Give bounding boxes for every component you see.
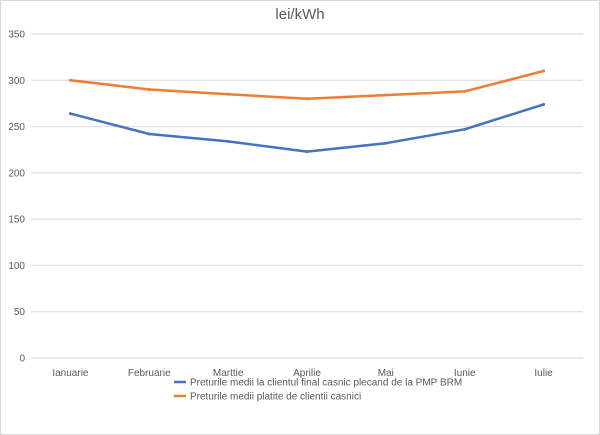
series-line-1 <box>69 103 545 153</box>
x-tick-label: Februarie <box>128 368 171 379</box>
data-point <box>542 102 546 106</box>
legend: Preturile medii la clientul final casnic… <box>174 378 462 403</box>
y-tick-label: 50 <box>14 307 26 318</box>
chart-title: lei/kWh <box>275 6 324 23</box>
y-tick-label: 350 <box>8 30 25 41</box>
x-tick-label: Aprilie <box>293 368 321 379</box>
data-point <box>226 139 230 143</box>
x-tick-label: Ianuarie <box>52 368 89 379</box>
y-tick-label: 300 <box>8 76 25 87</box>
legend-label-1: Preturile medii la clientul final casnic… <box>190 378 462 389</box>
y-tick-label: 0 <box>19 354 25 365</box>
y-axis-ticks: 0 50 100 150 200 250 300 350 <box>8 30 25 365</box>
y-tick-label: 100 <box>8 261 25 272</box>
y-tick-label: 200 <box>8 168 25 179</box>
x-tick-label: Iunie <box>454 368 476 379</box>
data-point <box>305 97 309 101</box>
data-point <box>68 112 72 116</box>
data-point <box>68 78 72 82</box>
data-point <box>384 141 388 145</box>
data-point <box>463 89 467 93</box>
y-tick-label: 150 <box>8 215 25 226</box>
legend-label-2: Preturile medii platite de clientii casn… <box>190 392 361 403</box>
data-point <box>542 69 546 73</box>
y-tick-label: 250 <box>8 122 25 133</box>
x-tick-label: Marttie <box>213 368 244 379</box>
x-axis-ticks: Ianuarie Februarie Marttie Aprilie Mai Iunie I… <box>52 368 553 379</box>
data-point <box>384 93 388 97</box>
data-point <box>463 127 467 131</box>
series-lines <box>68 69 546 154</box>
data-point <box>226 92 230 96</box>
x-tick-label: Iulie <box>534 368 553 379</box>
data-point <box>147 132 151 136</box>
data-point <box>305 150 309 154</box>
series-line-2 <box>69 69 545 101</box>
x-tick-label: Mai <box>378 368 394 379</box>
data-point <box>147 88 151 92</box>
